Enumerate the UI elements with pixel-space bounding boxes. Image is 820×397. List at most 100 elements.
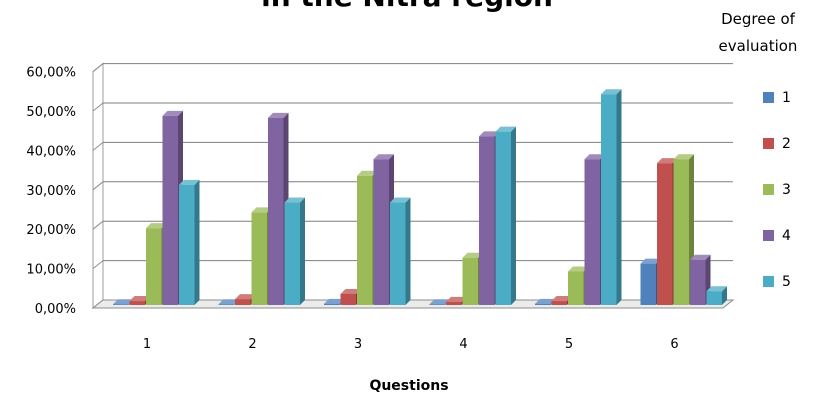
- y-tick-label: 0,00%: [35, 302, 76, 317]
- bar-front: [129, 301, 145, 305]
- bar-front: [113, 304, 129, 305]
- bar-front: [706, 291, 722, 305]
- bar-top: [429, 299, 450, 305]
- x-axis-title: Questions: [369, 378, 448, 394]
- bar-top: [601, 89, 622, 95]
- bar-front: [162, 115, 178, 305]
- gridline-diagonal: [92, 63, 104, 72]
- bar-top: [113, 299, 134, 305]
- bar-top: [268, 112, 289, 118]
- bar-top: [640, 258, 661, 264]
- legend-label: 1: [782, 90, 791, 106]
- bar-front: [357, 175, 373, 305]
- bar-front: [235, 299, 251, 305]
- bar-4-series-5: [495, 126, 516, 305]
- legend-swatch: [763, 92, 774, 103]
- y-axis-ticks: 0,00% 10,00% 20,00% 30,00% 40,00% 50,00% 60,00…: [26, 66, 76, 317]
- bar-top: [218, 299, 239, 305]
- gridline-diagonal: [92, 220, 104, 230]
- y-tick-label: 20,00%: [26, 223, 76, 238]
- bar-front: [429, 304, 445, 305]
- legend-title-line-2: evaluation: [719, 37, 798, 55]
- bar-front: [324, 303, 340, 305]
- bar-top: [535, 298, 556, 304]
- bar-front: [146, 228, 162, 305]
- gridline-diagonal: [92, 260, 104, 269]
- bar-top: [284, 197, 305, 203]
- bar-front: [690, 259, 706, 305]
- chart-title: in the Nitra region: [261, 0, 553, 13]
- bar-top: [657, 158, 678, 164]
- bar-front: [251, 212, 267, 305]
- bar-side: [405, 197, 411, 305]
- bar-top: [129, 296, 150, 302]
- legend-label: 2: [782, 136, 791, 152]
- x-tick-label: 5: [565, 337, 573, 352]
- x-tick-label: 2: [248, 337, 256, 352]
- legend-title-line-1: Degree of: [721, 10, 796, 28]
- x-tick-label: 1: [143, 337, 151, 352]
- bar-front: [479, 136, 495, 305]
- x-tick-label: 4: [459, 337, 467, 352]
- bar-top: [235, 294, 256, 300]
- y-tick-label: 60,00%: [26, 66, 76, 81]
- gridline-diagonal: [92, 181, 104, 191]
- legend-swatch: [763, 230, 774, 241]
- bar-front: [673, 159, 689, 305]
- gridline-diagonal: [92, 102, 104, 112]
- legend-swatch: [763, 138, 774, 149]
- bar-top: [479, 131, 500, 137]
- bar-top: [162, 110, 183, 116]
- bar-1-series-5: [179, 179, 200, 305]
- bar-front: [390, 202, 406, 305]
- bar-front: [179, 184, 195, 305]
- bar-side: [616, 89, 622, 306]
- bar-top: [462, 252, 483, 258]
- bar-top: [340, 288, 361, 294]
- bar-top: [146, 223, 167, 229]
- bar-top: [584, 154, 605, 160]
- bar-5-series-5: [601, 89, 622, 306]
- legend-swatch: [763, 276, 774, 287]
- bar-top: [673, 154, 694, 160]
- gridlines: [92, 63, 733, 309]
- bar-top: [373, 154, 394, 160]
- bar-top: [568, 266, 589, 272]
- bar-top: [551, 296, 572, 302]
- bar-front: [640, 263, 656, 305]
- legend-label: 5: [782, 274, 791, 290]
- y-tick-label: 40,00%: [26, 144, 76, 159]
- legend-label: 4: [782, 228, 791, 244]
- bar-front: [284, 202, 300, 305]
- bar-front: [584, 159, 600, 305]
- bar-front: [268, 117, 284, 305]
- bar-front: [340, 293, 356, 305]
- bar-front: [446, 301, 462, 305]
- bar-2-series-5: [284, 197, 305, 305]
- bar-side: [722, 286, 727, 305]
- bar-side: [194, 179, 200, 305]
- y-tick-label: 10,00%: [26, 263, 76, 278]
- bar-top: [324, 298, 345, 304]
- bar-front: [373, 159, 389, 305]
- y-tick-label: 30,00%: [26, 184, 76, 199]
- bar-front: [495, 131, 511, 305]
- x-tick-label: 3: [354, 337, 362, 352]
- gridline-diagonal: [92, 142, 104, 151]
- x-axis-ticks: 1 2 3 4 5 6: [143, 337, 679, 352]
- bar-top: [446, 296, 467, 302]
- bar-3-series-5: [390, 197, 411, 305]
- y-tick-label: 50,00%: [26, 105, 76, 120]
- bar-side: [511, 126, 516, 305]
- bar-front: [535, 303, 551, 305]
- x-tick-label: 6: [670, 337, 678, 352]
- bar-6-series-5: [706, 286, 727, 305]
- bar-front: [218, 304, 234, 305]
- bar-top: [357, 170, 378, 176]
- bars: [113, 89, 727, 306]
- legend: Degree of evaluation 1 2 3 4 5: [719, 10, 798, 290]
- legend-swatch: [763, 184, 774, 195]
- bar-front: [601, 94, 617, 306]
- bar-top: [706, 286, 727, 292]
- bar-front: [551, 301, 567, 305]
